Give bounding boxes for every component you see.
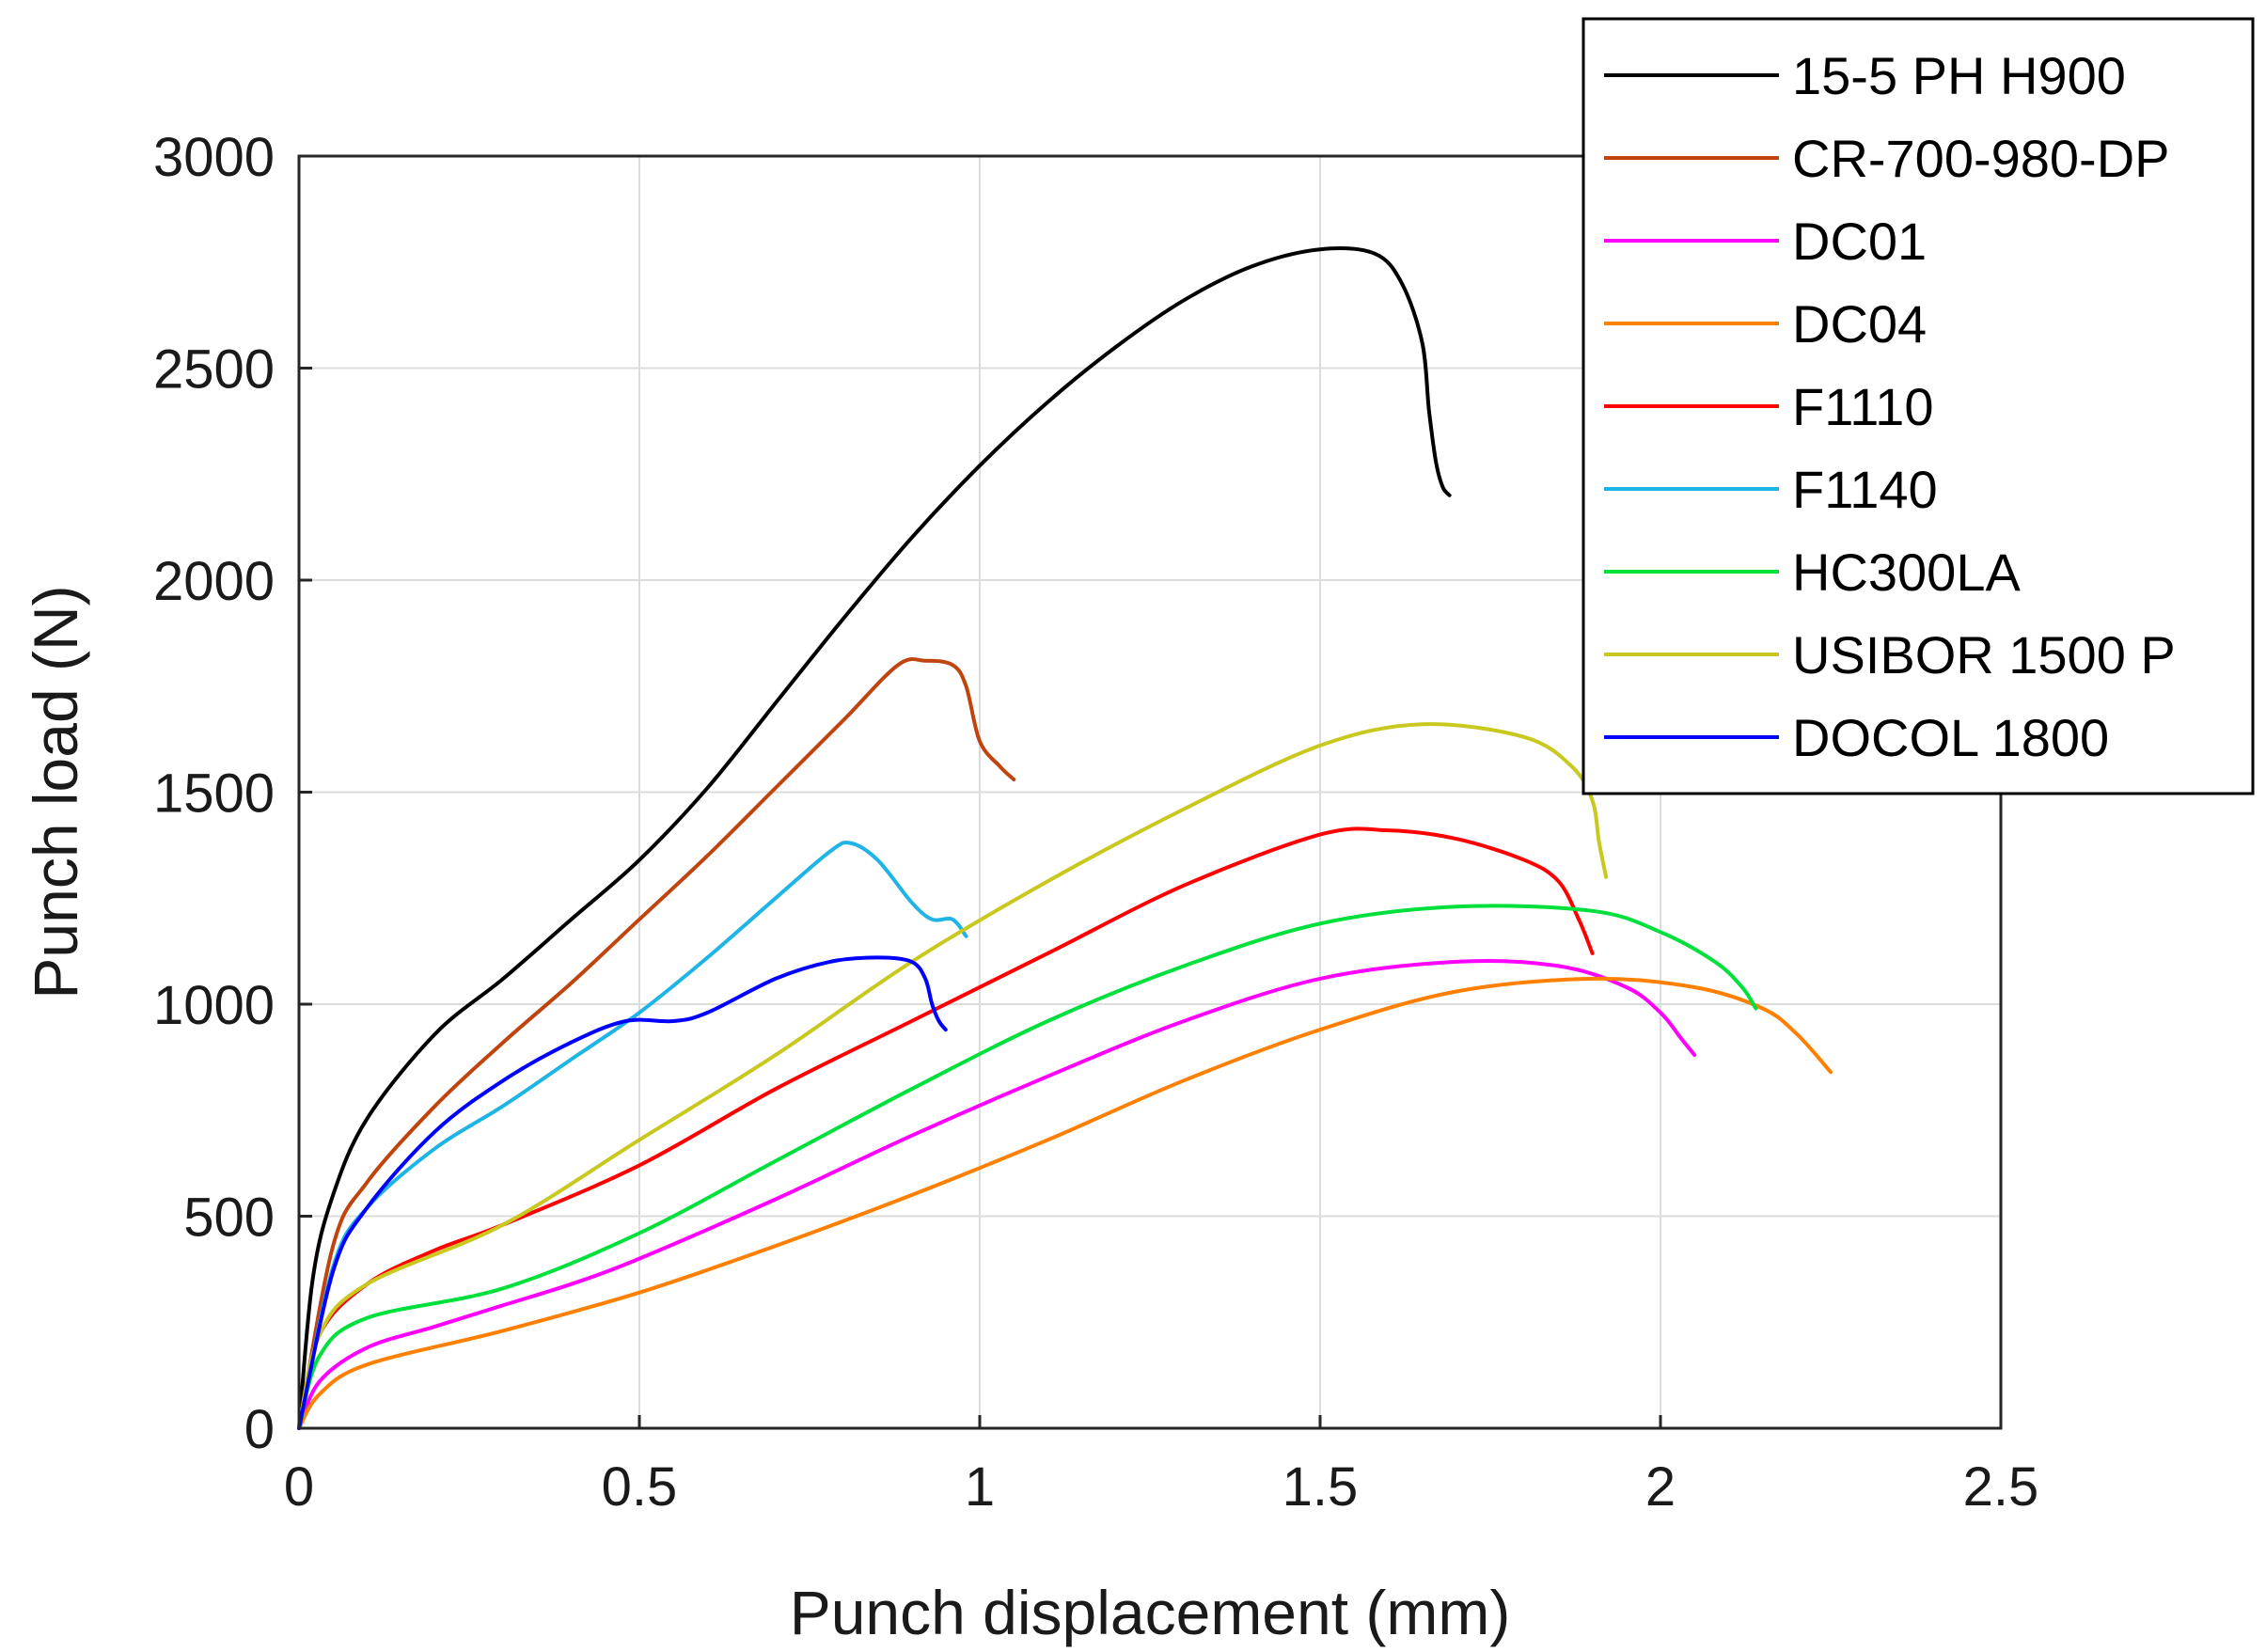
legend-label-dc04: DC04 [1792,294,1927,354]
x-tick-label: 0 [284,1456,314,1518]
x-tick-label: 2.5 [1963,1456,2039,1518]
legend-label-f1110: F1110 [1792,377,1933,436]
series-layer [297,246,1833,1430]
series-line-15-5-ph-h900 [297,246,1452,1430]
series-line-docol-1800 [297,955,948,1430]
y-tick-label: 1000 [153,975,275,1036]
y-tick-label: 1500 [153,763,275,825]
y-tick-label: 500 [183,1188,275,1249]
legend-label-hc300la: HC300LA [1792,543,2021,602]
y-tick-label: 0 [244,1399,275,1460]
x-tick-label: 1.5 [1282,1456,1359,1518]
series-line-usibor-1500-p [297,722,1609,1430]
x-tick-label: 2 [1645,1456,1676,1518]
series-line-hc300la [297,904,1758,1430]
y-tick-label: 2500 [153,339,275,401]
x-tick-label: 1 [965,1456,995,1518]
x-axis-label: Punch displacement (mm) [790,1578,1511,1647]
y-tick-label: 2000 [153,551,275,612]
series-line-dc04 [297,976,1833,1430]
legend-label-usibor-1500-p: USIBOR 1500 P [1792,625,2176,684]
y-axis-label: Punch load (N) [21,585,90,999]
legend-label-f1140: F1140 [1792,460,1938,519]
legend: 15-5 PH H900 CR-700-980-DP DC01 DC04 F1110 F1… [1581,17,2255,795]
series-line-cr-700-980-dp [297,657,1016,1430]
x-tick-label: 0.5 [602,1456,678,1518]
y-tick-label: 3000 [153,127,275,188]
legend-label-15-5-ph-h900: 15-5 PH H900 [1792,46,2126,105]
legend-label-docol-1800: DOCOL 1800 [1792,708,2109,767]
series-line-f1110 [297,826,1595,1430]
tick-labels: 0 0.5 1 1.5 2 2.5 0 500 1000 1500 2000 2500 3000 [153,127,2038,1518]
legend-label-cr-700-980-dp: CR-700-980-DP [1792,129,2170,188]
legend-label-dc01: DC01 [1792,212,1927,271]
